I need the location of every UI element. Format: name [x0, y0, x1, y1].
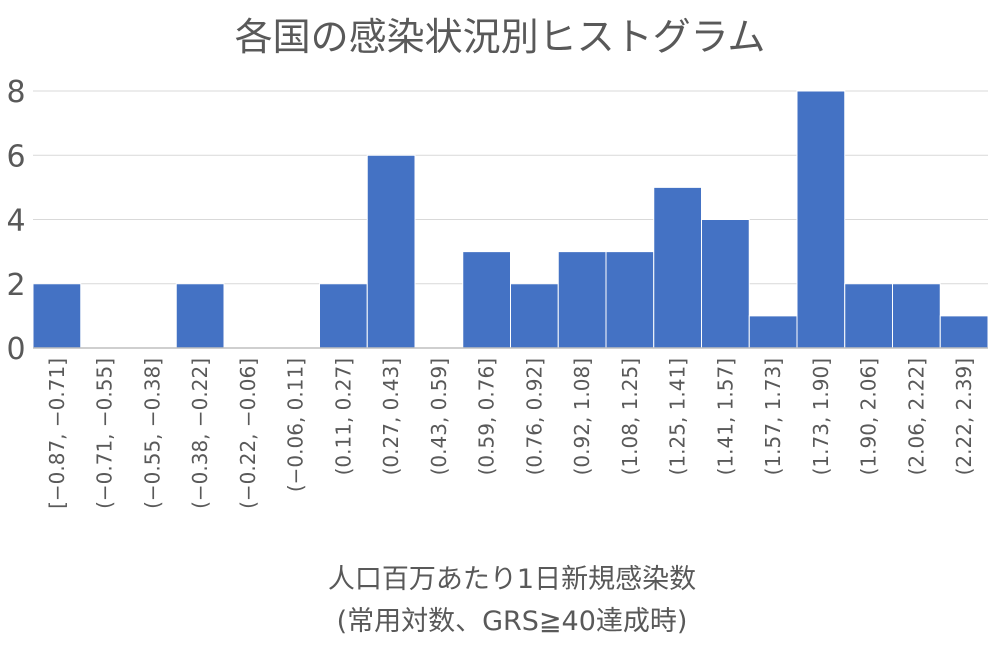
x-tick-label: (1.08, 1.25] — [618, 358, 642, 475]
bar — [939, 315, 989, 349]
x-tick-label: (1.73, 1.90] — [809, 358, 833, 475]
bar — [844, 283, 893, 349]
x-tick-label: (1.25, 1.41] — [666, 358, 690, 475]
x-axis-ticks: [−0.87, −0.71] (−0.71, −0.55] (−0.55, −0.3… — [45, 358, 976, 509]
x-axis-label-line-1: 人口百万あたり1日新規感染数 — [328, 564, 696, 595]
x-tick-label: [−0.87, −0.71] — [45, 358, 69, 509]
x-tick-label: (0.59, 0.76] — [475, 358, 499, 475]
bar — [892, 283, 941, 349]
bar — [605, 251, 655, 349]
chart-title: 各国の感染状況別ヒストグラム — [235, 15, 766, 59]
x-tick-label: (0.43, 0.59] — [427, 358, 451, 475]
x-tick-label: (0.76, 0.92] — [522, 358, 546, 475]
x-tick-label: (2.22, 2.39] — [952, 358, 976, 475]
x-tick-label: (−0.22, −0.06] — [236, 358, 260, 509]
x-tick-label: (0.11, 0.27] — [331, 358, 355, 475]
bars — [32, 90, 989, 349]
bar — [701, 219, 750, 349]
y-tick-label: 8 — [6, 75, 25, 110]
x-tick-label: (−0.55, −0.38] — [140, 358, 164, 509]
bar — [175, 283, 225, 349]
bar — [510, 283, 559, 349]
y-tick-label: 2 — [6, 268, 25, 303]
x-axis-label-line-2: (常用対数、GRS≧40達成時) — [337, 606, 688, 637]
x-tick-label: (−0.06, 0.11] — [284, 358, 308, 492]
x-tick-label: (−0.71, −0.55] — [93, 358, 117, 509]
y-tick-label: 6 — [6, 139, 25, 174]
y-tick-label: 4 — [6, 204, 25, 239]
x-tick-label: (2.06, 2.22] — [904, 358, 928, 475]
x-tick-label: (1.57, 1.73] — [761, 358, 785, 475]
y-axis-ticks: 0 2 4 6 8 — [6, 75, 25, 367]
x-tick-label: (1.90, 2.06] — [857, 358, 881, 475]
bar — [32, 283, 82, 349]
bar — [366, 154, 416, 349]
bar — [557, 251, 607, 349]
bar — [319, 283, 368, 349]
x-tick-label: (1.41, 1.57] — [713, 358, 737, 475]
x-tick-label: (−0.38, −0.22] — [188, 358, 212, 509]
bar — [796, 90, 846, 349]
bar — [462, 251, 511, 349]
bar — [653, 186, 702, 349]
bar — [748, 315, 798, 349]
x-tick-label: (0.27, 0.43] — [379, 358, 403, 475]
y-tick-label: 0 — [6, 332, 25, 367]
x-tick-label: (0.92, 1.08] — [570, 358, 594, 475]
